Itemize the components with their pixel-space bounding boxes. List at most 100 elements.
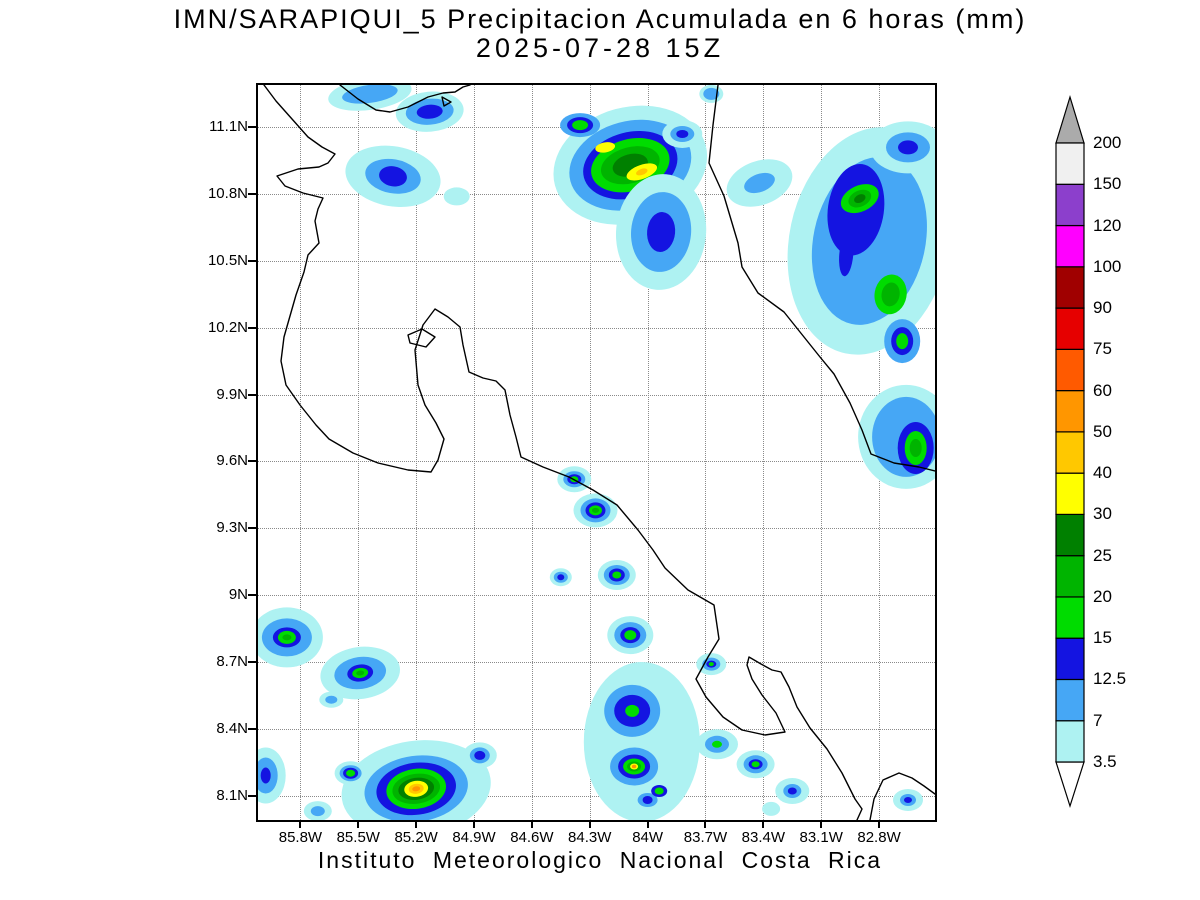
y-axis-tick-label: 10.5N xyxy=(207,251,248,269)
precip-cell xyxy=(874,274,907,315)
gridline-vertical xyxy=(300,85,302,820)
y-axis-tick xyxy=(248,259,256,262)
y-axis-tick xyxy=(248,594,256,597)
x-axis-tick-label: 84.3W xyxy=(568,829,612,846)
colorbar-level-label: 3.5 xyxy=(1093,752,1117,771)
precip-cell xyxy=(560,113,601,138)
gridline-horizontal xyxy=(258,528,935,530)
gridline-horizontal xyxy=(258,595,935,597)
colorbar-segment-25mm xyxy=(1055,513,1085,557)
precip-cell xyxy=(840,184,879,214)
precip-cell xyxy=(637,793,658,807)
y-axis-tick-label: 9N xyxy=(228,586,248,604)
precip-ring-15mm xyxy=(624,630,637,641)
x-axis-tick-label: 82.8W xyxy=(857,829,901,846)
precip-cell xyxy=(762,801,781,816)
precip-cell xyxy=(775,778,810,804)
precip-ring-12.5mm xyxy=(676,130,689,138)
precip-cell xyxy=(884,319,921,364)
precip-ring-20mm xyxy=(909,439,922,457)
precip-ring-3.5mm xyxy=(762,801,781,816)
precip-ring-15mm xyxy=(654,787,664,795)
colorbar-segment-7mm xyxy=(1055,678,1085,722)
gridline-vertical xyxy=(531,85,533,820)
precip-ring-20mm xyxy=(356,670,365,676)
precip-ring-12.5mm xyxy=(904,797,912,803)
colorbar-segment-30mm xyxy=(1055,472,1085,516)
x-axis-tick-label: 85.8W xyxy=(278,829,323,846)
colorbar-level-label: 120 xyxy=(1093,215,1122,235)
figure-title-line1: IMN/SARAPIQUI_5 Precipitacion Acumulada … xyxy=(173,4,1027,34)
y-axis-tick xyxy=(248,727,256,730)
precip-ring-15mm xyxy=(708,662,714,667)
colorbar xyxy=(1055,94,1085,808)
precip-cell xyxy=(651,785,668,797)
footer-caption: Instituto Meteorologico Nacional Costa R… xyxy=(317,847,883,873)
y-axis-tick-label: 10.8N xyxy=(207,185,248,203)
precip-cell xyxy=(839,232,854,277)
x-axis-tick xyxy=(762,820,765,828)
precip-ring-12.5mm xyxy=(379,166,407,187)
gulf-of-nicoya-island xyxy=(407,328,436,348)
precip-cell xyxy=(870,121,935,174)
x-axis-tick xyxy=(530,820,533,828)
coastline-burica-panama xyxy=(869,772,935,820)
precip-ring-15mm xyxy=(612,571,622,579)
gridline-vertical xyxy=(647,85,649,820)
precip-ring-12.5mm xyxy=(647,212,676,252)
precip-cell xyxy=(334,761,367,786)
precip-cell xyxy=(573,493,618,528)
gridline-vertical xyxy=(705,85,707,820)
colorbar-level-label: 100 xyxy=(1093,256,1122,276)
gridline-vertical xyxy=(763,85,765,820)
y-axis-tick xyxy=(248,393,256,396)
precip-ring-30mm xyxy=(595,142,616,153)
precip-cell xyxy=(319,691,344,708)
coastline-layer xyxy=(263,85,935,820)
colorbar-level-label: 7 xyxy=(1093,710,1103,730)
colorbar-level-label: 30 xyxy=(1093,504,1112,524)
precip-cell xyxy=(258,607,323,668)
y-axis-tick-label: 9.9N xyxy=(216,385,248,403)
precip-ring-7mm xyxy=(342,85,398,104)
precip-ring-20mm xyxy=(282,634,292,641)
precip-cell xyxy=(328,85,412,111)
precip-cell xyxy=(610,747,659,786)
precip-ring-15mm xyxy=(896,333,909,350)
x-axis-tick xyxy=(299,820,302,828)
x-axis-tick xyxy=(357,820,360,828)
y-axis-tick-label: 11.1N xyxy=(209,118,248,136)
x-axis-tick-label: 85.2W xyxy=(394,829,438,846)
y-axis-tick xyxy=(248,527,256,530)
y-axis-tick-label: 8.1N xyxy=(216,786,248,804)
y-axis-tick-label: 9.6N xyxy=(216,452,248,470)
x-axis-tick xyxy=(473,820,476,828)
x-axis-tick xyxy=(704,820,707,828)
coastline-caribbean xyxy=(708,85,935,472)
precip-cell xyxy=(597,560,636,590)
y-axis-tick-label: 8.4N xyxy=(216,719,248,737)
colorbar-segment-120mm xyxy=(1055,183,1085,227)
gridline-vertical xyxy=(821,85,823,820)
colorbar-level-label: 20 xyxy=(1093,586,1112,606)
precip-cell xyxy=(696,729,738,760)
precip-ring-12.5mm xyxy=(787,787,797,795)
precip-cell xyxy=(341,740,491,820)
gridline-horizontal xyxy=(258,795,935,797)
x-axis-tick-label: 83.4W xyxy=(741,829,785,846)
lake-island xyxy=(441,96,452,107)
precip-cell xyxy=(395,91,464,132)
precip-ring-25mm xyxy=(854,194,866,204)
precip-ring-7mm xyxy=(744,172,775,194)
y-axis-tick-label: 8.7N xyxy=(216,652,248,670)
precip-cell xyxy=(626,163,658,181)
y-axis-tick xyxy=(248,460,256,463)
y-axis-tick-label: 10.2N xyxy=(207,318,248,336)
precip-cell xyxy=(549,568,572,587)
precip-ring-50mm xyxy=(631,764,637,769)
gridline-vertical xyxy=(358,85,360,820)
y-axis-tick xyxy=(248,794,256,797)
gridline-vertical xyxy=(474,85,476,820)
gridline-horizontal xyxy=(258,260,935,262)
gridline-horizontal xyxy=(258,327,935,329)
